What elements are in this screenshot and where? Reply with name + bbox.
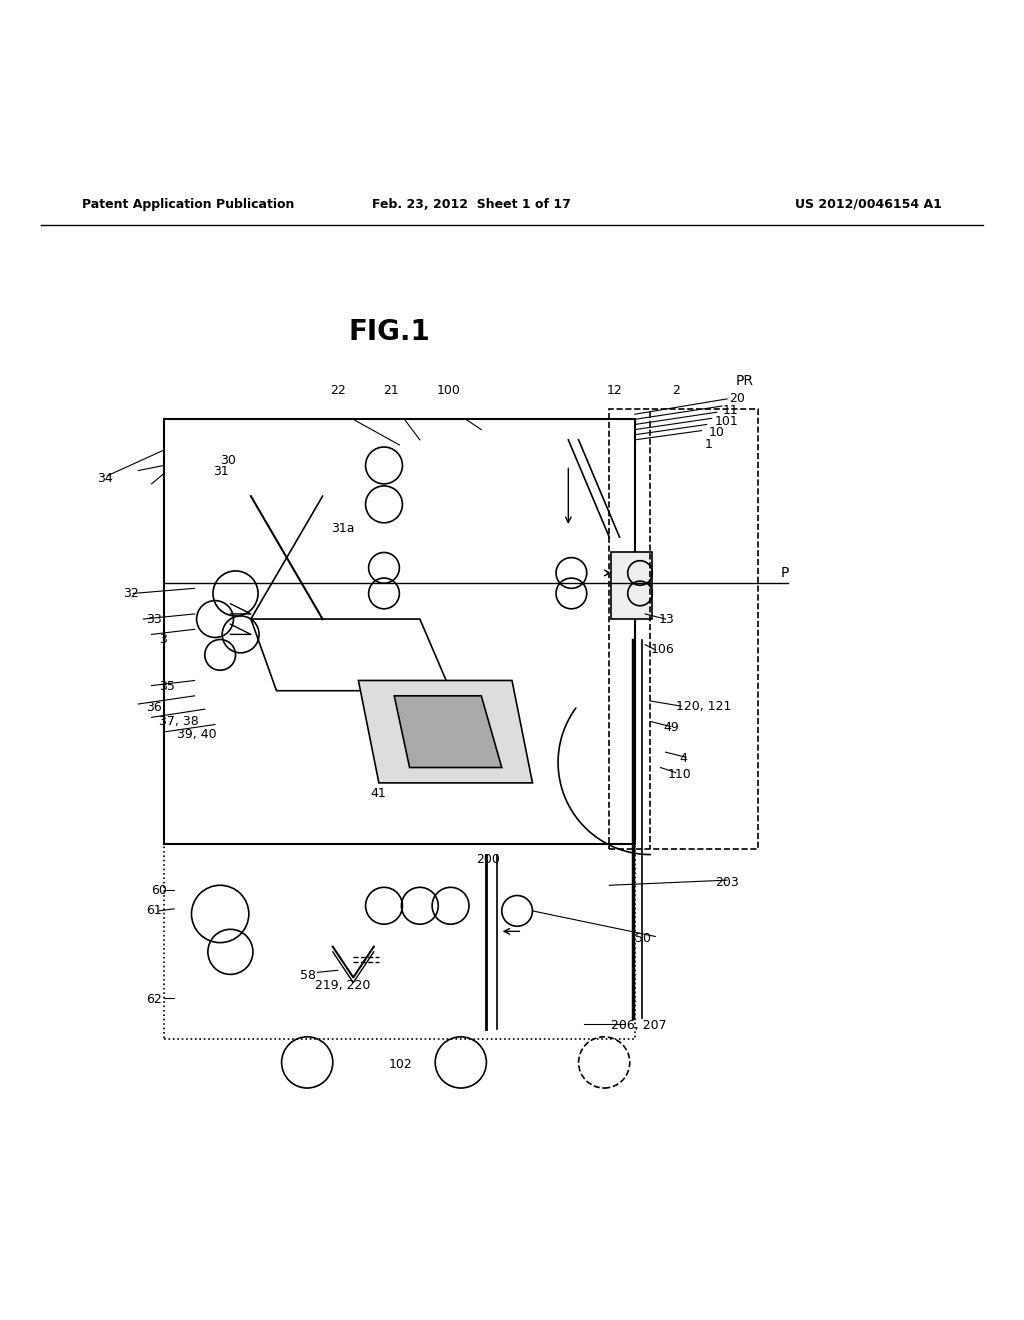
Text: Feb. 23, 2012  Sheet 1 of 17: Feb. 23, 2012 Sheet 1 of 17: [372, 198, 570, 211]
Text: 31a: 31a: [331, 523, 354, 536]
Text: 34: 34: [97, 473, 113, 486]
Text: 36: 36: [146, 701, 162, 714]
Bar: [611, 553, 652, 619]
Polygon shape: [358, 681, 532, 783]
Text: 39, 40: 39, 40: [177, 729, 217, 742]
Text: 100: 100: [436, 384, 460, 397]
Text: 11: 11: [723, 404, 738, 417]
Text: Patent Application Publication: Patent Application Publication: [82, 198, 294, 211]
Text: 102: 102: [389, 1059, 413, 1071]
Text: 200: 200: [476, 853, 500, 866]
Text: 41: 41: [371, 787, 386, 800]
Text: 35: 35: [159, 680, 175, 693]
Text: FIG.1: FIG.1: [348, 318, 430, 346]
Text: 37, 38: 37, 38: [159, 715, 199, 727]
Text: 219, 220: 219, 220: [315, 979, 371, 993]
Text: 206, 207: 206, 207: [611, 1019, 667, 1032]
Text: 61: 61: [146, 904, 162, 917]
Text: 13: 13: [658, 612, 674, 626]
Text: 10: 10: [709, 426, 725, 440]
Text: 20: 20: [729, 392, 745, 405]
Text: 62: 62: [146, 994, 162, 1006]
Text: 4: 4: [679, 752, 687, 764]
Text: 30: 30: [220, 454, 237, 467]
Text: 12: 12: [606, 384, 622, 397]
Text: 22: 22: [330, 384, 345, 397]
Text: 203: 203: [715, 875, 738, 888]
Text: PR: PR: [735, 375, 754, 388]
Text: 33: 33: [146, 612, 162, 626]
Text: 50: 50: [635, 932, 651, 945]
Text: 106: 106: [650, 643, 674, 656]
Bar: [164, 420, 635, 845]
Text: 110: 110: [668, 768, 691, 781]
Text: 31: 31: [213, 465, 228, 478]
Text: US 2012/0046154 A1: US 2012/0046154 A1: [796, 198, 942, 211]
Text: P: P: [780, 566, 788, 579]
Text: 120, 121: 120, 121: [676, 700, 731, 713]
Text: 1: 1: [705, 438, 713, 451]
Text: 32: 32: [123, 587, 138, 599]
Text: 60: 60: [152, 884, 168, 896]
Bar: [609, 409, 758, 850]
Text: 58: 58: [300, 969, 316, 982]
Bar: [164, 845, 635, 1039]
Text: 3: 3: [159, 634, 167, 645]
Polygon shape: [394, 696, 502, 767]
Text: 101: 101: [715, 414, 738, 428]
Text: 21: 21: [383, 384, 398, 397]
Text: 2: 2: [672, 384, 680, 397]
Text: 49: 49: [664, 721, 679, 734]
